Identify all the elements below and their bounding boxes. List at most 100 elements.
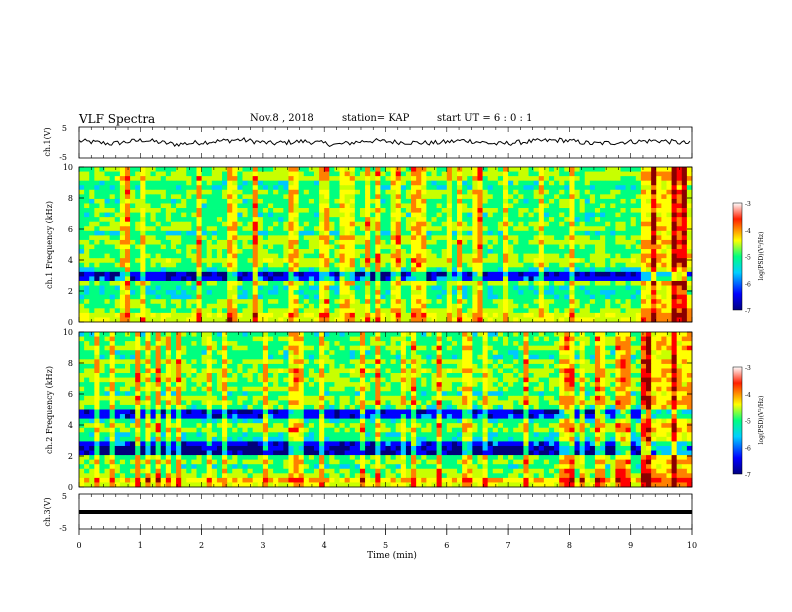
spectrogram-cell [155, 271, 162, 277]
spectrogram-cell [523, 345, 529, 351]
spectrogram-cell [242, 239, 248, 245]
spectrogram-cell [293, 312, 300, 318]
spectrogram-cell [594, 208, 601, 213]
spectrogram-cell [160, 350, 167, 356]
spectrogram-cell [170, 303, 177, 309]
spectrogram-cell [630, 189, 637, 195]
spectrogram-cell [528, 308, 535, 314]
spectrogram-cell [344, 312, 351, 318]
spectrogram-cell [441, 354, 448, 360]
spectrogram-cell [395, 345, 402, 351]
spectrogram-cell [324, 230, 330, 236]
spectrogram-cell [135, 290, 141, 296]
spectrogram-cell [400, 345, 407, 351]
spectrogram-cell [395, 239, 402, 245]
spectrogram-cell [518, 194, 524, 200]
spectrogram-cell [405, 290, 412, 296]
spectrogram-cell [339, 271, 346, 277]
spectrogram-cell [227, 359, 233, 365]
spectrogram-cell [114, 299, 121, 305]
spectrogram-cell [543, 262, 550, 268]
spectrogram-cell [176, 303, 182, 309]
spectrogram-cell [140, 345, 146, 351]
spectrogram-cell [99, 208, 105, 213]
spectrogram-cell [528, 354, 535, 360]
spectrogram-cell [216, 317, 223, 323]
spectrogram-cell [99, 167, 105, 172]
spectrogram-cell [635, 249, 642, 255]
spectrogram-cell [227, 262, 233, 268]
spectrogram-cell [130, 189, 136, 195]
spectrogram-cell [109, 262, 116, 268]
spectrogram-cell [288, 294, 294, 300]
spectrogram-cell [222, 350, 228, 356]
spectrogram-cell [273, 267, 279, 273]
spectrogram-cell [605, 249, 611, 255]
spectrogram-cell [656, 221, 662, 227]
spectrogram-cell [666, 262, 672, 268]
spectrogram-cell [508, 262, 514, 268]
spectrogram-cell [201, 253, 208, 259]
spectrogram-cell [610, 212, 616, 218]
spectrogram-cell [135, 171, 141, 177]
spectrogram-cell [635, 221, 642, 227]
spectrogram-cell [324, 221, 330, 227]
spectrogram-cell [370, 176, 376, 182]
spectrogram-cell [523, 332, 529, 337]
spectrogram-cell [620, 235, 626, 241]
spectrogram-cell [487, 294, 494, 300]
spectrogram-cell [681, 332, 688, 337]
spectrogram-cell [651, 262, 657, 268]
spectrogram-cell [416, 203, 422, 209]
spectrogram-cell [206, 280, 213, 286]
spectrogram-cell [513, 262, 519, 268]
spectrogram-cell [640, 217, 647, 223]
spectrogram-cell [462, 345, 468, 351]
spectrogram-cell [165, 258, 172, 264]
spectrogram-cell [625, 253, 632, 259]
spectrogram-cell [482, 262, 489, 268]
ch1-waveform-line [78, 137, 691, 148]
spectrogram-cell [130, 180, 136, 186]
spectrogram-cell [538, 303, 545, 309]
spectrogram-cell [610, 354, 616, 360]
spectrogram-cell [462, 336, 468, 342]
spectrogram-cell [477, 203, 483, 209]
spectrogram-cell [319, 208, 325, 213]
spectrogram-cell [334, 262, 340, 268]
spectrogram-cell [89, 167, 95, 172]
spectrogram-cell [569, 226, 575, 232]
spectrogram-cell [600, 308, 606, 314]
spectrogram-cell [492, 244, 499, 250]
spectrogram-cell [145, 176, 151, 182]
spectrogram-cell [237, 203, 243, 209]
spectrogram-cell [630, 230, 637, 236]
spectrogram-cell [559, 212, 565, 218]
spectrogram-cell [635, 336, 642, 342]
spectrogram-cell [216, 312, 223, 318]
spectrogram-cell [196, 171, 202, 177]
spectrogram-cell [354, 189, 361, 195]
spectrogram-cell [303, 203, 310, 209]
spectrogram-cell [278, 176, 284, 182]
spectrogram-cell [89, 363, 95, 369]
spectrogram-cell [257, 276, 264, 282]
spectrogram-cell [671, 271, 678, 277]
spectrogram-cell [104, 171, 111, 177]
spectrogram-cell [222, 167, 228, 172]
spectrogram-cell [150, 212, 157, 218]
spectrogram-cell [365, 299, 371, 305]
spectrogram-cell [165, 221, 172, 227]
spectrogram-cell [170, 198, 177, 204]
spectrogram-cell [385, 203, 392, 209]
spectrogram-cell [630, 180, 637, 186]
spectrogram-cell [666, 280, 672, 286]
spectrogram-cell [319, 171, 325, 177]
spectrogram-cell [487, 212, 494, 218]
spectrogram-cell [635, 308, 642, 314]
spectrogram-cell [119, 350, 126, 356]
spectrogram-cell [99, 253, 105, 259]
spectrogram-cell [262, 198, 269, 204]
spectrogram-cell [359, 212, 366, 218]
spectrogram-cell [216, 276, 223, 282]
